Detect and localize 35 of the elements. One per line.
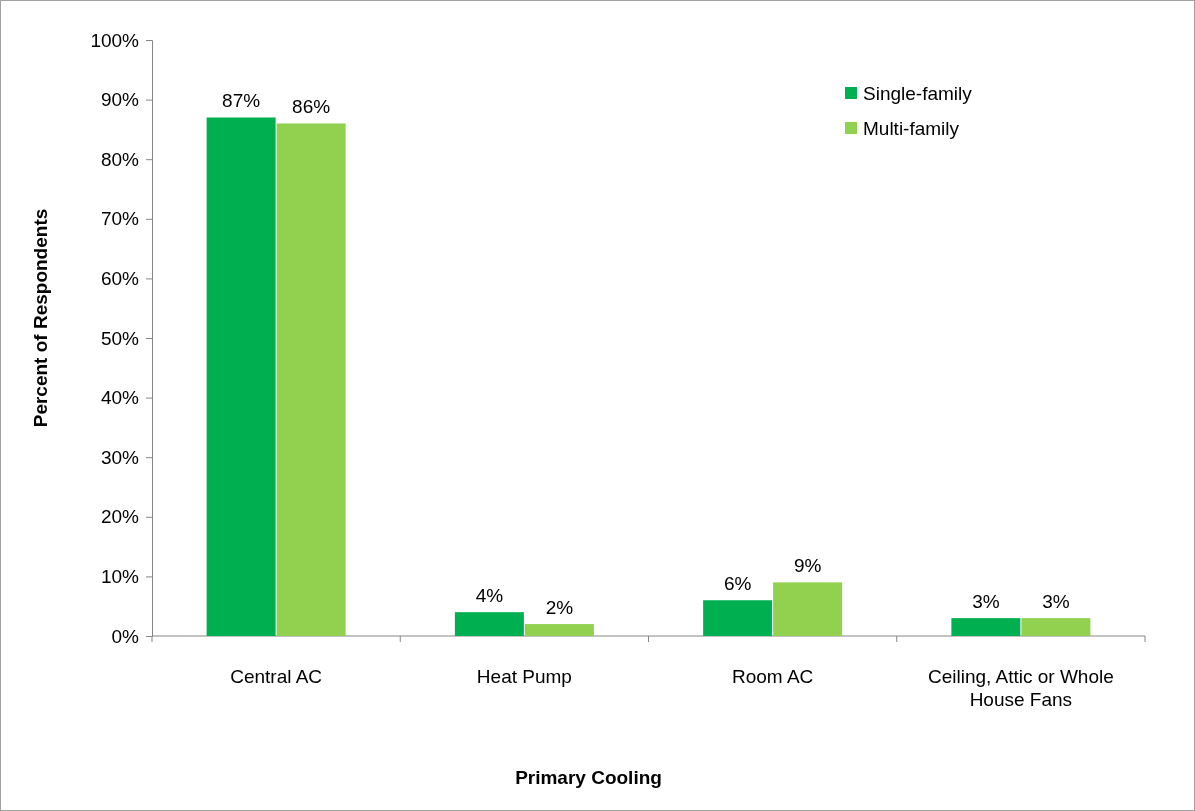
data-label: 87%	[222, 90, 261, 112]
bar	[524, 624, 594, 636]
y-tick-label: 90%	[100, 89, 140, 111]
y-axis-title: Percent of Respondents	[30, 208, 51, 428]
bar	[1021, 618, 1091, 636]
bar	[703, 600, 773, 636]
legend-label: Single-family	[863, 83, 973, 104]
y-tick-label: 50%	[100, 327, 140, 349]
y-tick-label: 100%	[90, 29, 140, 51]
data-label: 86%	[292, 96, 331, 118]
data-label: 3%	[1042, 591, 1070, 613]
x-tick-label: Ceiling, Attic or Whole House Fans	[927, 666, 1114, 710]
data-label: 9%	[793, 555, 822, 577]
y-tick-label: 40%	[100, 387, 140, 409]
data-label: 2%	[545, 597, 574, 619]
y-tick-label: 20%	[100, 506, 140, 528]
bar	[454, 612, 524, 636]
x-tick-label: Heat Pump	[476, 666, 572, 687]
data-label: 4%	[475, 585, 504, 607]
y-tick-label: 30%	[100, 446, 140, 468]
bar	[276, 123, 346, 636]
y-tick-label: 70%	[100, 208, 140, 230]
y-tick-label: 10%	[100, 565, 140, 587]
data-label: 6%	[723, 573, 752, 595]
y-tick-label: 80%	[100, 148, 140, 170]
bar	[951, 618, 1021, 636]
y-tick-label: 0%	[111, 625, 140, 647]
bar	[773, 582, 843, 636]
x-axis-title: Primary Cooling	[515, 767, 662, 788]
legend-label: Multi-family	[863, 118, 960, 139]
data-label: 3%	[972, 591, 1000, 613]
x-tick-label: Room AC	[731, 666, 814, 687]
bar	[206, 117, 276, 636]
y-tick-label: 60%	[100, 267, 140, 289]
x-tick-label: Central AC	[230, 666, 323, 687]
